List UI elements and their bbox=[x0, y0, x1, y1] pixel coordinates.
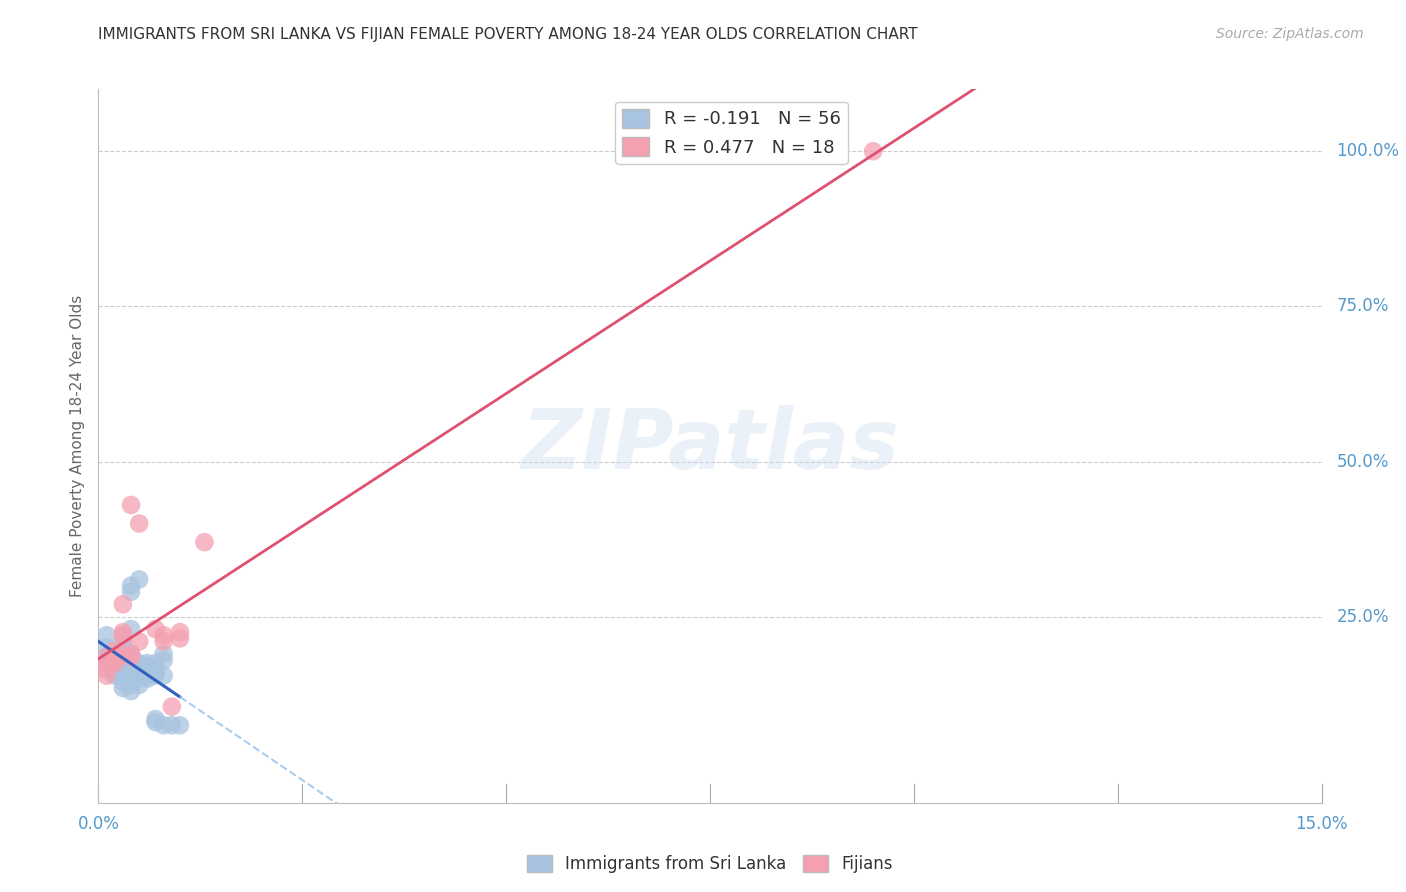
Point bbox=[160, 699, 183, 714]
Point bbox=[152, 718, 174, 732]
Point bbox=[128, 662, 150, 676]
Point bbox=[111, 681, 134, 695]
Point bbox=[96, 656, 118, 670]
Point bbox=[120, 684, 142, 698]
Point bbox=[120, 659, 142, 673]
Point bbox=[145, 712, 167, 726]
Point bbox=[111, 674, 134, 689]
Point bbox=[128, 672, 150, 686]
Point bbox=[145, 668, 167, 682]
Text: 0.0%: 0.0% bbox=[77, 815, 120, 833]
Point bbox=[111, 634, 134, 648]
Point bbox=[136, 659, 159, 673]
Point bbox=[104, 647, 127, 661]
Point bbox=[96, 668, 118, 682]
Point bbox=[111, 628, 134, 642]
Text: 15.0%: 15.0% bbox=[1295, 815, 1348, 833]
Point bbox=[104, 668, 127, 682]
Point bbox=[152, 668, 174, 682]
Point bbox=[96, 640, 118, 655]
Point bbox=[862, 145, 884, 159]
Point bbox=[111, 640, 134, 655]
Text: IMMIGRANTS FROM SRI LANKA VS FIJIAN FEMALE POVERTY AMONG 18-24 YEAR OLDS CORRELA: IMMIGRANTS FROM SRI LANKA VS FIJIAN FEMA… bbox=[98, 27, 918, 42]
Point bbox=[120, 498, 142, 512]
Point bbox=[120, 650, 142, 665]
Point bbox=[120, 656, 142, 670]
Point bbox=[193, 535, 215, 549]
Point bbox=[120, 672, 142, 686]
Point bbox=[120, 662, 142, 676]
Point bbox=[145, 656, 167, 670]
Point bbox=[111, 650, 134, 665]
Point bbox=[128, 665, 150, 680]
Point bbox=[120, 647, 142, 661]
Point bbox=[136, 656, 159, 670]
Text: 25.0%: 25.0% bbox=[1336, 607, 1389, 625]
Point bbox=[104, 665, 127, 680]
Point bbox=[104, 644, 127, 658]
Point bbox=[120, 665, 142, 680]
Point bbox=[169, 632, 191, 646]
Point bbox=[152, 647, 174, 661]
Point bbox=[136, 672, 159, 686]
Point bbox=[104, 653, 127, 667]
Point bbox=[136, 665, 159, 680]
Point bbox=[111, 597, 134, 611]
Point bbox=[128, 656, 150, 670]
Point bbox=[111, 647, 134, 661]
Point bbox=[120, 584, 142, 599]
Point bbox=[136, 662, 159, 676]
Point bbox=[160, 718, 183, 732]
Point bbox=[152, 653, 174, 667]
Point bbox=[145, 622, 167, 636]
Text: Source: ZipAtlas.com: Source: ZipAtlas.com bbox=[1216, 27, 1364, 41]
Point bbox=[120, 678, 142, 692]
Text: 75.0%: 75.0% bbox=[1336, 297, 1389, 316]
Point bbox=[120, 647, 142, 661]
Point bbox=[104, 656, 127, 670]
Point bbox=[145, 662, 167, 676]
Point bbox=[128, 516, 150, 531]
Point bbox=[136, 668, 159, 682]
Point bbox=[128, 634, 150, 648]
Point bbox=[111, 659, 134, 673]
Point bbox=[145, 715, 167, 730]
Point bbox=[152, 634, 174, 648]
Point bbox=[145, 665, 167, 680]
Point bbox=[104, 650, 127, 665]
Text: ZIPatlas: ZIPatlas bbox=[522, 406, 898, 486]
Point bbox=[169, 718, 191, 732]
Point bbox=[169, 625, 191, 640]
Point bbox=[104, 662, 127, 676]
Text: 50.0%: 50.0% bbox=[1336, 452, 1389, 470]
Point bbox=[111, 668, 134, 682]
Point bbox=[96, 656, 118, 670]
Point bbox=[128, 668, 150, 682]
Legend: Immigrants from Sri Lanka, Fijians: Immigrants from Sri Lanka, Fijians bbox=[520, 848, 900, 880]
Point bbox=[120, 650, 142, 665]
Point bbox=[111, 625, 134, 640]
Point bbox=[152, 628, 174, 642]
Point bbox=[96, 662, 118, 676]
Point bbox=[104, 656, 127, 670]
Text: 100.0%: 100.0% bbox=[1336, 142, 1399, 161]
Point bbox=[96, 650, 118, 665]
Point bbox=[96, 628, 118, 642]
Point bbox=[111, 656, 134, 670]
Point bbox=[120, 579, 142, 593]
Point bbox=[128, 573, 150, 587]
Point bbox=[96, 650, 118, 665]
Point bbox=[111, 665, 134, 680]
Point bbox=[128, 678, 150, 692]
Y-axis label: Female Poverty Among 18-24 Year Olds: Female Poverty Among 18-24 Year Olds bbox=[69, 295, 84, 597]
Point bbox=[128, 659, 150, 673]
Point bbox=[111, 628, 134, 642]
Point bbox=[120, 622, 142, 636]
